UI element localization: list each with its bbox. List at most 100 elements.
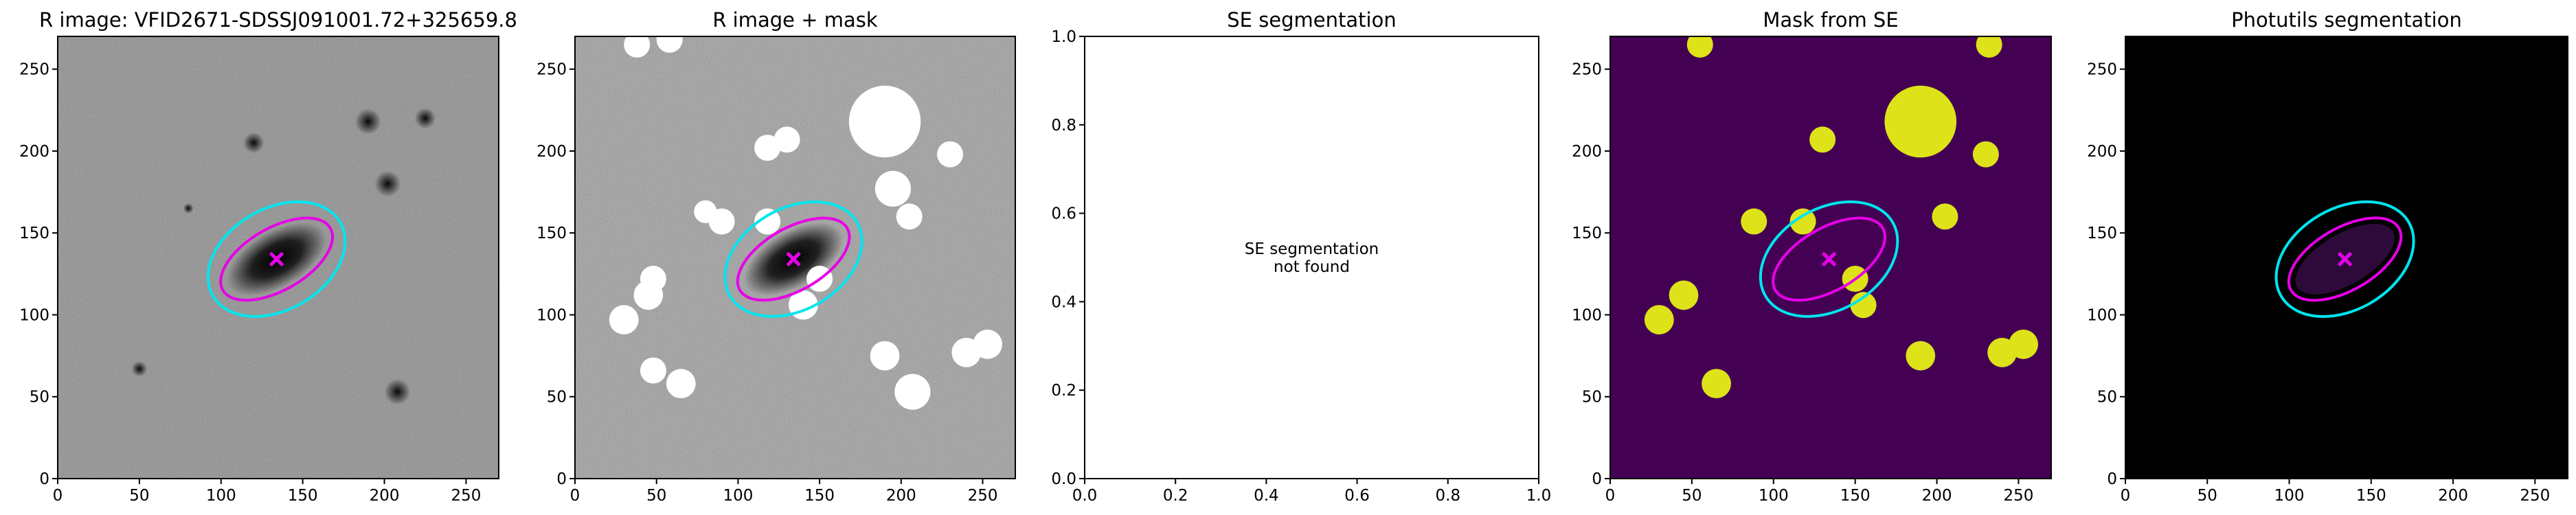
x-tick-label: 200 [370, 487, 400, 505]
mask [754, 208, 781, 235]
mask [1976, 36, 2002, 58]
x-tick-label: 0.6 [1344, 487, 1370, 505]
x-tick-label: 0 [570, 487, 580, 505]
background [1085, 36, 1539, 479]
x-tick-label: 100 [1759, 487, 1789, 505]
x-tick-label: 100 [723, 487, 753, 505]
x-tick-label: 250 [2520, 487, 2550, 505]
aperture-ellipse [206, 200, 347, 318]
aperture-ellipse [1772, 216, 1887, 302]
mask [609, 305, 639, 335]
mask [1972, 141, 1999, 168]
y-tick-label: 250 [19, 61, 49, 79]
source [183, 203, 194, 214]
mask [754, 135, 781, 161]
center-marker [2337, 251, 2353, 267]
annotation: SE segmentation [1245, 240, 1379, 258]
y-tick-label: 50 [547, 389, 567, 407]
y-tick-label: 100 [1572, 306, 1602, 324]
axes-frame [1609, 36, 2052, 479]
x-tick-label: 150 [2356, 487, 2386, 505]
x-tick-label: 1.0 [1526, 487, 1552, 505]
axes-frame [2125, 36, 2568, 479]
aperture-ellipse [736, 216, 851, 302]
panel-title: SE segmentation [1227, 8, 1396, 32]
source [243, 132, 264, 154]
mask [773, 126, 800, 153]
source [131, 360, 148, 377]
aperture-ellipse [1759, 200, 1899, 318]
mask [1884, 85, 1957, 158]
mask [1741, 208, 1767, 235]
aperture-ellipse [219, 216, 335, 302]
x-tick-label: 0.4 [1254, 487, 1279, 505]
y-tick-label: 200 [1572, 143, 1602, 161]
x-tick-label: 200 [2438, 487, 2468, 505]
image-area [575, 36, 1015, 479]
x-tick-label: 150 [288, 487, 318, 505]
x-tick-label: 150 [804, 487, 835, 505]
center-marker [1821, 251, 1837, 267]
x-tick-label: 150 [1840, 487, 1871, 505]
center-marker [786, 251, 801, 267]
y-tick-label: 250 [536, 61, 567, 79]
x-tick-label: 200 [886, 487, 916, 505]
image-area [58, 36, 499, 479]
mask [973, 330, 1003, 359]
x-tick-label: 50 [2197, 487, 2217, 505]
y-tick-label: 0.0 [1051, 470, 1076, 488]
mask [896, 203, 923, 230]
mask [874, 170, 912, 207]
mask [894, 374, 931, 410]
panel: R image + mask 0 50 100 150 200 250 0 50 100 150 20… [536, 8, 1016, 505]
panel: Photutils segmentation 0 50 100 150 200 250 0 50… [2087, 8, 2568, 505]
y-tick-label: 0 [556, 470, 567, 488]
source [374, 170, 401, 197]
mask [1850, 292, 1877, 319]
source [354, 108, 381, 135]
y-tick-label: 100 [19, 306, 49, 324]
source [384, 378, 411, 405]
y-tick-label: 200 [2087, 143, 2117, 161]
annotation: not found [1274, 258, 1350, 276]
mask [624, 36, 651, 58]
y-tick-label: 1.0 [1051, 28, 1076, 46]
panel: SE segmentation 0.0 0.2 0.4 0.6 0.8 1.0 0.0 0.2 0… [1051, 8, 1551, 505]
mask [1809, 126, 1836, 153]
mask [633, 280, 664, 310]
mask [937, 141, 964, 168]
aperture-ellipse [2274, 200, 2415, 318]
y-tick-label: 100 [536, 306, 567, 324]
y-tick-label: 50 [30, 389, 49, 407]
aperture-ellipse [723, 200, 863, 318]
mask [1644, 305, 1674, 335]
x-tick-label: 0.0 [1072, 487, 1098, 505]
panel-title: Mask from SE [1763, 8, 1898, 32]
x-tick-label: 100 [206, 487, 236, 505]
y-tick-label: 0.8 [1051, 117, 1076, 135]
y-tick-label: 0.2 [1051, 382, 1076, 400]
source [414, 108, 436, 129]
panel-title: Photutils segmentation [2231, 8, 2462, 32]
mask [1686, 36, 1713, 58]
mask [870, 341, 900, 371]
y-tick-label: 0.4 [1051, 293, 1076, 311]
y-tick-label: 150 [536, 225, 567, 242]
x-tick-label: 50 [1682, 487, 1702, 505]
y-tick-label: 0 [1592, 470, 1602, 488]
x-tick-label: 50 [129, 487, 149, 505]
x-tick-label: 250 [2003, 487, 2033, 505]
mask [1789, 208, 1816, 235]
x-tick-label: 0 [53, 487, 63, 505]
y-tick-label: 150 [2087, 225, 2117, 242]
x-tick-label: 0 [1605, 487, 1616, 505]
mask [2009, 330, 2038, 359]
y-tick-label: 200 [19, 143, 49, 161]
mask [666, 369, 696, 399]
y-tick-label: 100 [2087, 306, 2117, 324]
panel-title: R image + mask [712, 8, 878, 32]
image-area [2125, 36, 2568, 479]
y-tick-label: 0.6 [1051, 205, 1076, 223]
mask [656, 36, 683, 53]
